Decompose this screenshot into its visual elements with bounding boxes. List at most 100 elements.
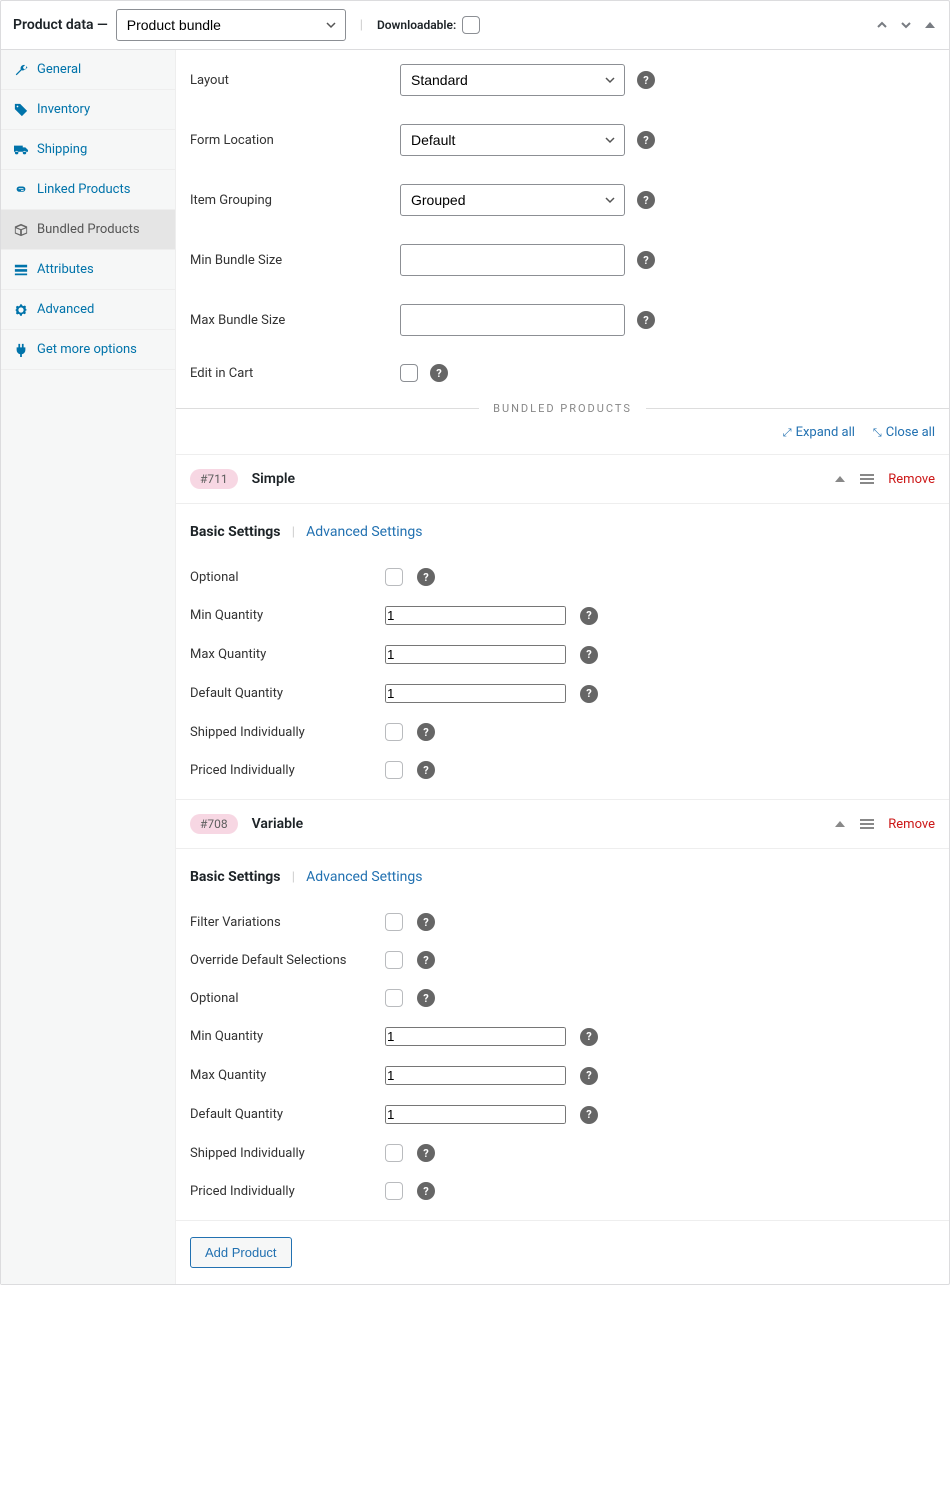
edit-in-cart-checkbox[interactable] bbox=[400, 364, 418, 382]
help-icon[interactable]: ? bbox=[580, 1067, 598, 1085]
help-icon[interactable]: ? bbox=[637, 251, 655, 269]
row-max-quantity: Max Quantity ? bbox=[190, 635, 935, 674]
help-icon[interactable]: ? bbox=[637, 311, 655, 329]
help-icon[interactable]: ? bbox=[637, 71, 655, 89]
help-icon[interactable]: ? bbox=[580, 607, 598, 625]
item-grouping-select[interactable]: Grouped bbox=[400, 184, 625, 216]
help-icon[interactable]: ? bbox=[417, 951, 435, 969]
max-qty-input[interactable] bbox=[385, 645, 566, 664]
layout-select[interactable]: Standard bbox=[400, 64, 625, 96]
plug-icon bbox=[13, 343, 29, 357]
help-icon[interactable]: ? bbox=[430, 364, 448, 382]
max-bundle-input[interactable] bbox=[400, 304, 625, 336]
sidebar-item-inventory[interactable]: Inventory bbox=[1, 90, 175, 130]
min-qty-input[interactable] bbox=[385, 1027, 566, 1046]
default-qty-input[interactable] bbox=[385, 684, 566, 703]
max-qty-input[interactable] bbox=[385, 1066, 566, 1085]
help-icon[interactable]: ? bbox=[417, 723, 435, 741]
override-checkbox[interactable] bbox=[385, 951, 403, 969]
form-location-select[interactable]: Default bbox=[400, 124, 625, 156]
help-icon[interactable]: ? bbox=[417, 913, 435, 931]
bundle-header[interactable]: #711 Simple Remove bbox=[176, 455, 949, 503]
shipped-checkbox[interactable] bbox=[385, 1144, 403, 1162]
row-form-location: Form Location Default ? bbox=[176, 110, 949, 170]
help-icon[interactable]: ? bbox=[417, 761, 435, 779]
bundle-tabs: Basic Settings | Advanced Settings bbox=[190, 524, 935, 540]
help-icon[interactable]: ? bbox=[417, 1144, 435, 1162]
expand-all-link[interactable]: ⤢ Expand all bbox=[783, 425, 855, 440]
sidebar-item-get-more-options[interactable]: Get more options bbox=[1, 330, 175, 370]
row-shipped-individually: Shipped Individually ? bbox=[190, 1134, 935, 1172]
help-icon[interactable]: ? bbox=[417, 568, 435, 586]
toggle-panel-icon[interactable] bbox=[923, 18, 937, 32]
tab-basic-settings[interactable]: Basic Settings bbox=[190, 524, 281, 540]
section-title: BUNDLED PRODUCTS bbox=[479, 402, 646, 415]
remove-bundle-link[interactable]: Remove bbox=[888, 472, 935, 487]
close-all-link[interactable]: ⤡ Close all bbox=[873, 425, 935, 440]
sidebar-item-shipping[interactable]: Shipping bbox=[1, 130, 175, 170]
row-min-quantity: Min Quantity ? bbox=[190, 1017, 935, 1056]
row-min-quantity: Min Quantity ? bbox=[190, 596, 935, 635]
tab-basic-settings[interactable]: Basic Settings bbox=[190, 869, 281, 885]
default-qty-input[interactable] bbox=[385, 1105, 566, 1124]
min-bundle-label: Min Bundle Size bbox=[190, 253, 400, 268]
sidebar-item-linked-products[interactable]: Linked Products bbox=[1, 170, 175, 210]
remove-bundle-link[interactable]: Remove bbox=[888, 817, 935, 832]
help-icon[interactable]: ? bbox=[580, 685, 598, 703]
help-icon[interactable]: ? bbox=[417, 1182, 435, 1200]
product-data-panel: Product data — Product bundle | Download… bbox=[0, 0, 950, 1285]
priced-checkbox[interactable] bbox=[385, 1182, 403, 1200]
row-optional: Optional ? bbox=[190, 979, 935, 1017]
move-down-icon[interactable] bbox=[899, 18, 913, 32]
bundle-tabs: Basic Settings | Advanced Settings bbox=[190, 869, 935, 885]
row-max-bundle-size: Max Bundle Size ? bbox=[176, 290, 949, 350]
row-default-quantity: Default Quantity ? bbox=[190, 1095, 935, 1134]
sidebar-item-general[interactable]: General bbox=[1, 50, 175, 90]
min-qty-input[interactable] bbox=[385, 606, 566, 625]
sidebar-item-attributes[interactable]: Attributes bbox=[1, 250, 175, 290]
shipped-checkbox[interactable] bbox=[385, 723, 403, 741]
tab-advanced-settings[interactable]: Advanced Settings bbox=[306, 869, 422, 885]
bundle-item-1: #711 Simple Remove Basic Settings | Adva… bbox=[176, 454, 949, 799]
optional-checkbox[interactable] bbox=[385, 568, 403, 586]
add-product-button[interactable]: Add Product bbox=[190, 1237, 292, 1268]
panel-body: General Inventory Shipping Linked Produc… bbox=[1, 50, 949, 1284]
collapse-icon: ⤡ bbox=[873, 426, 882, 440]
help-icon[interactable]: ? bbox=[637, 131, 655, 149]
move-up-icon[interactable] bbox=[875, 18, 889, 32]
sidebar-item-advanced[interactable]: Advanced bbox=[1, 290, 175, 330]
row-filter-variations: Filter Variations ? bbox=[190, 903, 935, 941]
priced-checkbox[interactable] bbox=[385, 761, 403, 779]
min-bundle-input[interactable] bbox=[400, 244, 625, 276]
downloadable-checkbox[interactable] bbox=[462, 16, 480, 34]
bundle-id-badge: #711 bbox=[190, 469, 238, 489]
optional-checkbox[interactable] bbox=[385, 989, 403, 1007]
help-icon[interactable]: ? bbox=[580, 1106, 598, 1124]
sidebar-item-label: Shipping bbox=[37, 142, 87, 157]
sidebar-item-label: Attributes bbox=[37, 262, 94, 277]
drag-handle-icon[interactable] bbox=[860, 472, 874, 486]
help-icon[interactable]: ? bbox=[637, 191, 655, 209]
bundle-header[interactable]: #708 Variable Remove bbox=[176, 800, 949, 848]
row-override-default-selections: Override Default Selections ? bbox=[190, 941, 935, 979]
help-icon[interactable]: ? bbox=[417, 989, 435, 1007]
drag-handle-icon[interactable] bbox=[860, 817, 874, 831]
row-optional: Optional ? bbox=[190, 558, 935, 596]
downloadable-label: Downloadable: bbox=[377, 18, 456, 32]
row-min-bundle-size: Min Bundle Size ? bbox=[176, 230, 949, 290]
sidebar-item-bundled-products[interactable]: Bundled Products bbox=[1, 210, 175, 250]
bundle-body: Basic Settings | Advanced Settings Filte… bbox=[176, 848, 949, 1220]
bundled-products-divider: BUNDLED PRODUCTS bbox=[176, 402, 949, 415]
help-icon[interactable]: ? bbox=[580, 646, 598, 664]
row-item-grouping: Item Grouping Grouped ? bbox=[176, 170, 949, 230]
panel-header: Product data — Product bundle | Download… bbox=[1, 1, 949, 50]
gear-icon bbox=[13, 303, 29, 317]
filter-variations-checkbox[interactable] bbox=[385, 913, 403, 931]
tab-advanced-settings[interactable]: Advanced Settings bbox=[306, 524, 422, 540]
link-icon bbox=[13, 183, 29, 197]
help-icon[interactable]: ? bbox=[580, 1028, 598, 1046]
product-type-select[interactable]: Product bundle bbox=[116, 9, 346, 41]
collapse-bundle-icon[interactable] bbox=[834, 818, 846, 830]
row-shipped-individually: Shipped Individually ? bbox=[190, 713, 935, 751]
collapse-bundle-icon[interactable] bbox=[834, 473, 846, 485]
